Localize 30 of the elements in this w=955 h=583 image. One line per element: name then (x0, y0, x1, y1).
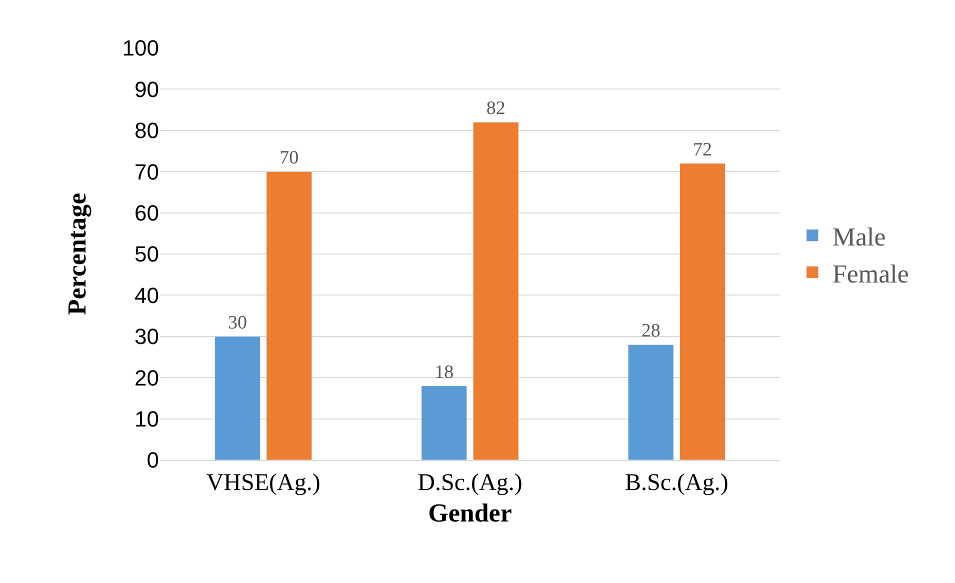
y-tick-label: 70 (134, 159, 159, 184)
y-tick-label: 30 (134, 324, 159, 350)
data-label: 82 (486, 98, 506, 120)
y-tick-label: 10 (134, 406, 159, 432)
y-tick-label: 40 (134, 282, 159, 308)
bar (421, 386, 468, 460)
legend-label: Female (832, 259, 909, 288)
y-tick-label: 90 (134, 76, 159, 102)
data-label: 30 (228, 312, 247, 334)
data-label: 18 (434, 362, 454, 383)
bar (214, 336, 260, 460)
y-tick-label: 20 (134, 365, 159, 390)
bar (266, 171, 312, 460)
y-tick-label: 100 (122, 36, 159, 61)
y-tick-label: 80 (134, 118, 159, 144)
x-tick-label: B.Sc.(Ag.) (625, 470, 728, 496)
y-tick-label: 50 (134, 242, 159, 267)
y-tick-label: 0 (146, 448, 159, 473)
x-axis-title: Gender (428, 498, 512, 528)
x-tick-label: VHSE(Ag.) (206, 470, 320, 496)
y-tick-label: 60 (134, 200, 159, 226)
data-label: 72 (693, 139, 712, 160)
bar (628, 344, 674, 460)
data-label: 70 (280, 148, 299, 169)
bar (680, 163, 726, 460)
data-label: 28 (641, 320, 660, 342)
x-tick-label: D.Sc.(Ag.) (418, 470, 522, 496)
y-axis-title: Percentage (62, 192, 92, 316)
legend-label: Male (832, 222, 886, 252)
bar (472, 122, 519, 460)
